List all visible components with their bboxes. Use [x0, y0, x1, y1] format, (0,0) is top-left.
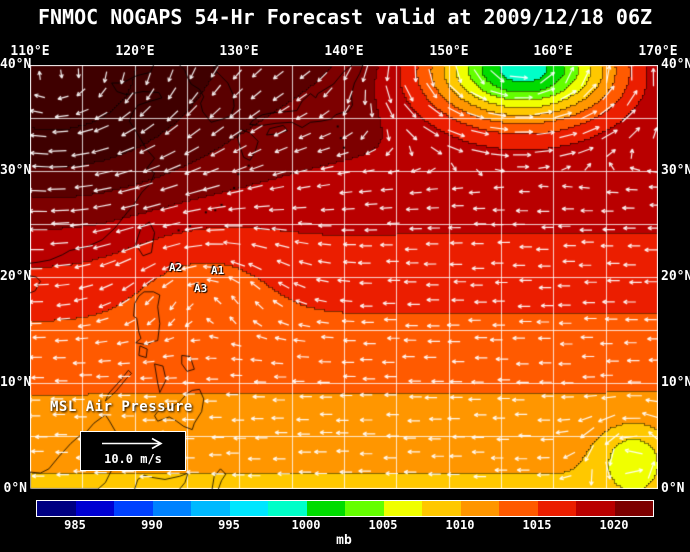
colorbar-segment: [537, 501, 576, 516]
colorbar-unit-label: mb: [336, 533, 352, 548]
colorbar-segment: [306, 501, 345, 516]
page-title: FNMOC NOGAPS 54-Hr Forecast valid at 200…: [37, 5, 653, 29]
colorbar-segment: [229, 501, 268, 516]
lon-tick-110e: 110°E: [10, 44, 50, 59]
colorbar-segment: [75, 501, 114, 516]
colorbar-segment: [383, 501, 422, 516]
colorbar-segment: [152, 501, 191, 516]
cbar-tick-1020: 1020: [599, 518, 629, 532]
pressure-colorbar: [36, 500, 654, 517]
wind-reference-arrow-icon: [102, 437, 163, 449]
storm-label-a3: A3: [194, 282, 208, 295]
lon-tick-140e: 140°E: [324, 44, 364, 59]
field-label: MSL Air Pressure: [50, 399, 193, 415]
cbar-tick-985: 985: [64, 518, 86, 532]
lon-tick-160e: 160°E: [533, 44, 573, 59]
storm-label-a1: A1: [211, 264, 225, 277]
lat-tick-left-10n: 10°N: [0, 375, 32, 390]
colorbar-segment: [191, 501, 230, 516]
colorbar-segment: [422, 501, 461, 516]
cbar-tick-995: 995: [218, 518, 240, 532]
lat-tick-right-0n: 0°N: [661, 481, 685, 496]
lat-tick-right-40n: 40°N: [661, 57, 690, 72]
colorbar-segment: [576, 501, 615, 516]
colorbar-segment: [614, 501, 653, 516]
cbar-tick-1015: 1015: [522, 518, 552, 532]
cbar-tick-1005: 1005: [368, 518, 398, 532]
lat-tick-right-20n: 20°N: [661, 269, 690, 284]
lat-tick-right-30n: 30°N: [661, 163, 690, 178]
lat-tick-left-30n: 30°N: [0, 163, 32, 178]
wind-reference-legend: 10.0 m/s: [80, 431, 186, 471]
pressure-wind-field-canvas: [30, 65, 658, 489]
colorbar-segment: [499, 501, 538, 516]
cbar-tick-1000: 1000: [291, 518, 321, 532]
lon-tick-170e: 170°E: [638, 44, 678, 59]
colorbar-segment: [345, 501, 384, 516]
colorbar-segment: [460, 501, 499, 516]
cbar-tick-990: 990: [141, 518, 163, 532]
map-plot-area: A2 A1 A3 MSL Air Pressure 10.0 m/s: [30, 65, 658, 489]
lon-tick-150e: 150°E: [429, 44, 469, 59]
lon-tick-130e: 130°E: [219, 44, 259, 59]
cbar-tick-1010: 1010: [445, 518, 475, 532]
colorbar-segment: [114, 501, 153, 516]
lat-tick-left-0n: 0°N: [3, 481, 27, 496]
colorbar-segment: [37, 501, 76, 516]
lat-tick-left-40n: 40°N: [0, 57, 32, 72]
lat-tick-right-10n: 10°N: [661, 375, 690, 390]
wind-reference-speed: 10.0 m/s: [104, 451, 162, 466]
colorbar-segment: [268, 501, 307, 516]
lon-tick-120e: 120°E: [115, 44, 155, 59]
storm-label-a2: A2: [169, 261, 183, 274]
lat-tick-left-20n: 20°N: [0, 269, 32, 284]
